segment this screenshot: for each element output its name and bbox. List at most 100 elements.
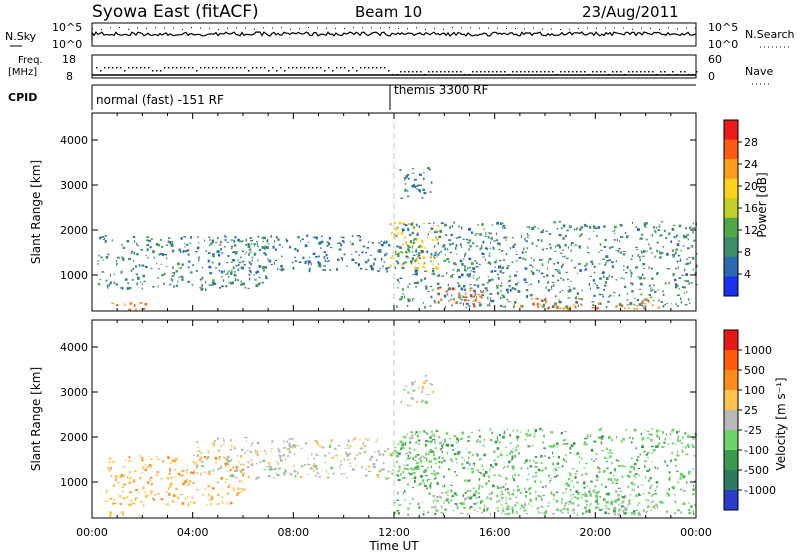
echo-cell	[490, 279, 493, 281]
echo-cell	[583, 486, 586, 489]
echo-cell	[420, 239, 424, 243]
echo-cell	[382, 265, 384, 268]
echo-cell	[510, 497, 512, 500]
echo-cell	[278, 450, 281, 453]
echo-cell	[403, 389, 406, 391]
echo-cell	[285, 458, 287, 461]
echo-cell	[573, 442, 576, 445]
echo-cell	[359, 447, 361, 450]
echo-cell	[651, 304, 654, 306]
echo-cell	[364, 468, 368, 470]
echo-cell	[606, 277, 609, 280]
echo-cell	[505, 236, 508, 238]
echo-cell	[566, 257, 569, 260]
echo-cell	[452, 449, 454, 451]
y-tick-label: 3000	[60, 386, 88, 399]
freq-dot	[648, 71, 650, 73]
echo-cell	[146, 248, 149, 252]
echo-cell	[666, 252, 669, 256]
echo-cell	[560, 431, 563, 435]
echo-cell	[526, 467, 529, 469]
echo-cell	[456, 253, 458, 255]
echo-cell	[455, 442, 459, 444]
echo-cell	[449, 438, 451, 440]
echo-cell	[595, 474, 598, 477]
echo-cell	[147, 256, 149, 259]
freq-dot	[524, 71, 526, 73]
echo-cell	[219, 456, 221, 458]
echo-cell	[277, 238, 280, 241]
echo-cell	[226, 241, 229, 243]
echo-cell	[516, 435, 520, 439]
echo-cell	[480, 290, 482, 292]
echo-cell	[499, 475, 502, 478]
echo-cell	[219, 287, 221, 289]
echo-cell	[145, 265, 148, 268]
echo-cell	[585, 268, 587, 271]
nsearch-dot	[479, 27, 480, 29]
echo-cell	[376, 474, 379, 476]
echo-cell	[520, 235, 522, 238]
echo-cell	[298, 261, 302, 263]
colorbar-tick-label: -1000	[744, 484, 776, 497]
echo-cell	[574, 305, 577, 309]
echo-cell	[390, 256, 393, 259]
echo-cell	[659, 234, 662, 237]
freq-dot	[196, 70, 198, 72]
echo-cell	[647, 479, 650, 483]
echo-cell	[235, 468, 237, 471]
echo-cell	[355, 454, 358, 456]
echo-cell	[645, 238, 648, 241]
echo-cell	[618, 294, 621, 297]
echo-cell	[512, 477, 515, 479]
echo-cell	[153, 256, 155, 259]
echo-cell	[410, 467, 412, 469]
freq-dot	[512, 71, 514, 73]
echo-cell	[148, 240, 151, 242]
echo-cell	[536, 245, 538, 247]
echo-cell	[255, 477, 257, 480]
echo-cell	[449, 298, 452, 301]
echo-cell	[207, 252, 211, 254]
echo-cell	[320, 240, 324, 244]
freq-label: Freq.	[18, 55, 43, 66]
echo-cell	[239, 240, 242, 243]
echo-cell	[532, 475, 534, 478]
echo-cell	[567, 484, 571, 487]
echo-cell	[482, 290, 485, 292]
echo-cell	[160, 263, 162, 265]
echo-cell	[466, 303, 470, 305]
echo-cell	[137, 245, 140, 246]
echo-cell	[433, 453, 435, 456]
echo-cell	[532, 302, 535, 306]
echo-cell	[523, 278, 527, 282]
echo-cell	[280, 255, 283, 258]
echo-cell	[171, 241, 174, 244]
echo-cell	[267, 475, 271, 478]
echo-cell	[263, 468, 267, 471]
echo-cell	[433, 499, 437, 501]
echo-cell	[466, 489, 470, 492]
echo-cell	[550, 431, 554, 434]
echo-cell	[393, 233, 396, 236]
echo-cell	[235, 465, 239, 469]
echo-cell	[315, 255, 318, 258]
freq-dot	[516, 71, 518, 73]
echo-cell	[144, 494, 148, 498]
echo-cell	[554, 302, 558, 306]
echo-cell	[594, 453, 598, 455]
freq-dot	[356, 70, 358, 72]
echo-cell	[501, 512, 503, 514]
echo-cell	[406, 304, 409, 307]
echo-cell	[689, 505, 692, 509]
echo-cell	[381, 468, 384, 471]
echo-cell	[631, 457, 633, 460]
echo-cell	[571, 468, 575, 470]
echo-cell	[415, 248, 417, 251]
echo-cell	[457, 451, 461, 453]
echo-cell	[130, 269, 133, 272]
echo-cell	[430, 181, 433, 184]
echo-cell	[613, 229, 616, 232]
echo-cell	[375, 441, 378, 443]
echo-cell	[508, 512, 511, 514]
